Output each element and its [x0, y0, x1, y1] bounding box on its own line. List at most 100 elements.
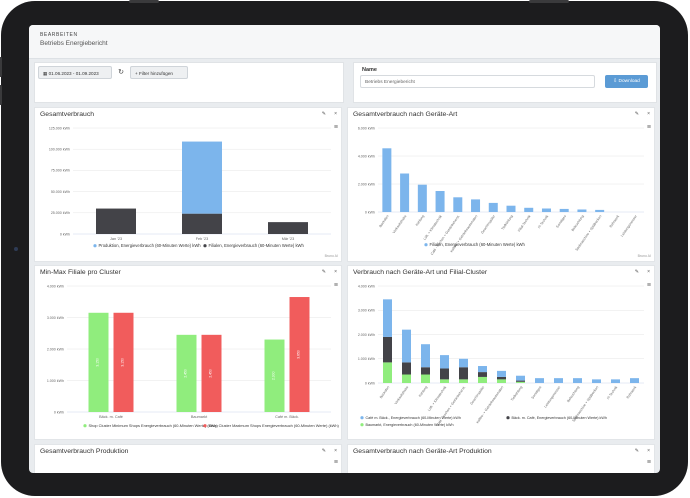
- legend-marker: [360, 416, 364, 420]
- calendar-icon: ▦: [43, 71, 49, 76]
- panel-title: Verbrauch nach Geräte-Art und Filial-Clu…: [353, 269, 488, 276]
- bar: [383, 362, 392, 383]
- x-tick-label: Geschirrspüler: [469, 385, 485, 406]
- legend-marker: [83, 424, 87, 428]
- hamburger-menu-icon[interactable]: ≡: [333, 459, 338, 466]
- y-tick-label: 4.000 kWh: [47, 284, 64, 288]
- bar: [383, 299, 392, 337]
- x-tick-label: Backofen: [378, 214, 389, 228]
- chart-credit: Bruno AI: [324, 254, 338, 258]
- edit-link[interactable]: BEARBEITEN: [40, 32, 78, 38]
- legend-marker: [203, 244, 207, 248]
- x-tick-label: Leistungsmesser: [620, 214, 638, 238]
- x-tick-label: Leistungsmesser: [543, 385, 561, 409]
- bar: [201, 334, 222, 412]
- x-tick-label: Beleuchtung: [571, 214, 585, 232]
- hamburger-menu-icon[interactable]: ≡: [333, 124, 338, 131]
- bar: [497, 376, 506, 380]
- legend-label: Shop Cluster Maximum Shops Energieverbra…: [209, 423, 340, 428]
- x-tick-label: IT-Technik: [537, 214, 549, 229]
- y-tick-label: 1.000 kWh: [47, 379, 64, 383]
- data-label: 3.650: [297, 350, 301, 359]
- panel-title: Min-Max Filiale pro Cluster: [40, 269, 121, 276]
- data-label: 2.300: [272, 371, 276, 380]
- bar: [402, 362, 411, 375]
- bar: [383, 336, 392, 363]
- hamburger-menu-icon[interactable]: ≡: [646, 282, 651, 289]
- bar: [554, 378, 563, 383]
- hardware-button: [529, 0, 569, 3]
- y-tick-label: 25.000 kWh: [51, 211, 70, 215]
- x-tick-label: Bäck. m. Café: [99, 415, 123, 419]
- y-tick-label: 2.000 kWh: [47, 347, 64, 351]
- x-tick-label: Lüft. + Klimatechnik: [427, 385, 447, 412]
- add-filter-button[interactable]: + Filter hinzufügen: [130, 66, 188, 79]
- y-tick-label: 0 kWh: [365, 381, 375, 385]
- panel-title: Gesamtverbrauch: [40, 111, 95, 118]
- bar: [516, 380, 525, 382]
- date-range-button[interactable]: ▦ 01.06.2023 - 01.09.2023: [38, 66, 112, 79]
- x-tick-label: Café m. Bäck.: [275, 415, 299, 419]
- close-icon[interactable]: ×: [334, 111, 337, 117]
- y-tick-label: 6.000 kWh: [358, 126, 375, 130]
- bar: [497, 370, 506, 377]
- data-label: 3.150: [121, 358, 125, 367]
- legend-marker: [360, 423, 364, 427]
- bar: [289, 297, 310, 412]
- legend-label: Shop Cluster Minimum Shops Energieverbra…: [89, 423, 219, 428]
- close-icon[interactable]: ×: [647, 111, 650, 117]
- bar: [535, 378, 544, 383]
- panel-production-total: Gesamtverbrauch Produktion ✎ × ≡: [34, 444, 342, 473]
- x-tick-label: Filial-Technik: [517, 214, 532, 233]
- x-tick-label: Rührwerk: [609, 214, 621, 228]
- close-icon[interactable]: ×: [334, 448, 337, 454]
- hamburger-menu-icon[interactable]: ≡: [333, 282, 338, 289]
- bar: [402, 329, 411, 363]
- x-tick-label: Rührwerk: [626, 385, 638, 399]
- bar: [382, 148, 392, 212]
- bar: [559, 208, 569, 212]
- pin-icon[interactable]: ✎: [634, 269, 639, 275]
- y-tick-label: 4.000 kWh: [358, 284, 375, 288]
- close-icon[interactable]: ×: [647, 269, 650, 275]
- close-icon[interactable]: ×: [647, 448, 650, 454]
- pin-icon[interactable]: ✎: [321, 111, 326, 117]
- legend-marker: [93, 244, 97, 248]
- bar: [440, 379, 449, 383]
- bar: [577, 209, 587, 212]
- bar: [440, 355, 449, 369]
- bar: [459, 367, 468, 380]
- bar: [421, 374, 430, 383]
- bar: [516, 375, 525, 381]
- hamburger-menu-icon[interactable]: ≡: [646, 124, 651, 131]
- bar: [113, 312, 134, 412]
- panel-total-consumption: Gesamtverbrauch ✎ × ≡ 0 kWh 25.000 kWh 50.…: [34, 107, 342, 262]
- legend-label: Filialen, Energieverbrauch (60-Minuten W…: [430, 242, 526, 247]
- name-input[interactable]: Betriebs Energiebericht: [360, 75, 595, 88]
- pin-icon[interactable]: ✎: [634, 111, 639, 117]
- filter-bar: ▦ 01.06.2023 - 01.09.2023 ↻ + Filter hin…: [34, 62, 344, 103]
- data-label: 2.450: [209, 369, 213, 378]
- pin-icon[interactable]: ✎: [321, 269, 326, 275]
- bar: [541, 208, 551, 212]
- y-tick-label: 100.000 kWh: [49, 148, 70, 152]
- panel-production-by-device: Gesamtverbrauch nach Geräte-Art Produkti…: [347, 444, 655, 473]
- pin-icon[interactable]: ✎: [321, 448, 326, 454]
- x-tick-label: Baumarkt: [191, 415, 208, 419]
- y-tick-label: 1.000 kWh: [358, 357, 375, 361]
- panel-consumption-by-device: Gesamtverbrauch nach Geräte-Art ✎ × ≡ 0 …: [347, 107, 655, 262]
- download-button[interactable]: ⇩ Download: [605, 75, 648, 88]
- report-title: Betriebs Energiebericht: [40, 40, 108, 47]
- bar: [471, 199, 481, 212]
- bar: [478, 372, 487, 377]
- legend-label: Filialen, Energieverbrauch (60-Minuten W…: [209, 243, 305, 248]
- close-icon[interactable]: ×: [334, 269, 337, 275]
- pin-icon[interactable]: ✎: [634, 448, 639, 454]
- y-tick-label: 0 kWh: [54, 410, 64, 414]
- bar: [630, 378, 639, 383]
- refresh-icon[interactable]: ↻: [118, 69, 124, 76]
- bar: [417, 184, 427, 212]
- name-label: Name: [362, 67, 377, 73]
- hamburger-menu-icon[interactable]: ≡: [646, 459, 651, 466]
- panel-title: Gesamtverbrauch Produktion: [40, 448, 129, 455]
